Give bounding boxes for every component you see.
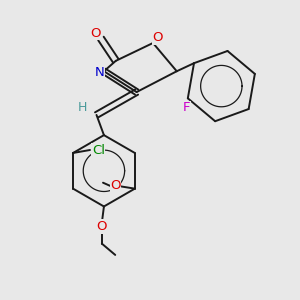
- Text: H: H: [77, 101, 87, 114]
- Text: O: O: [97, 220, 107, 233]
- Text: N: N: [94, 66, 104, 79]
- Text: O: O: [90, 27, 101, 40]
- Text: Cl: Cl: [92, 143, 105, 157]
- Text: O: O: [110, 179, 121, 192]
- Text: F: F: [183, 101, 190, 114]
- Text: O: O: [152, 31, 163, 44]
